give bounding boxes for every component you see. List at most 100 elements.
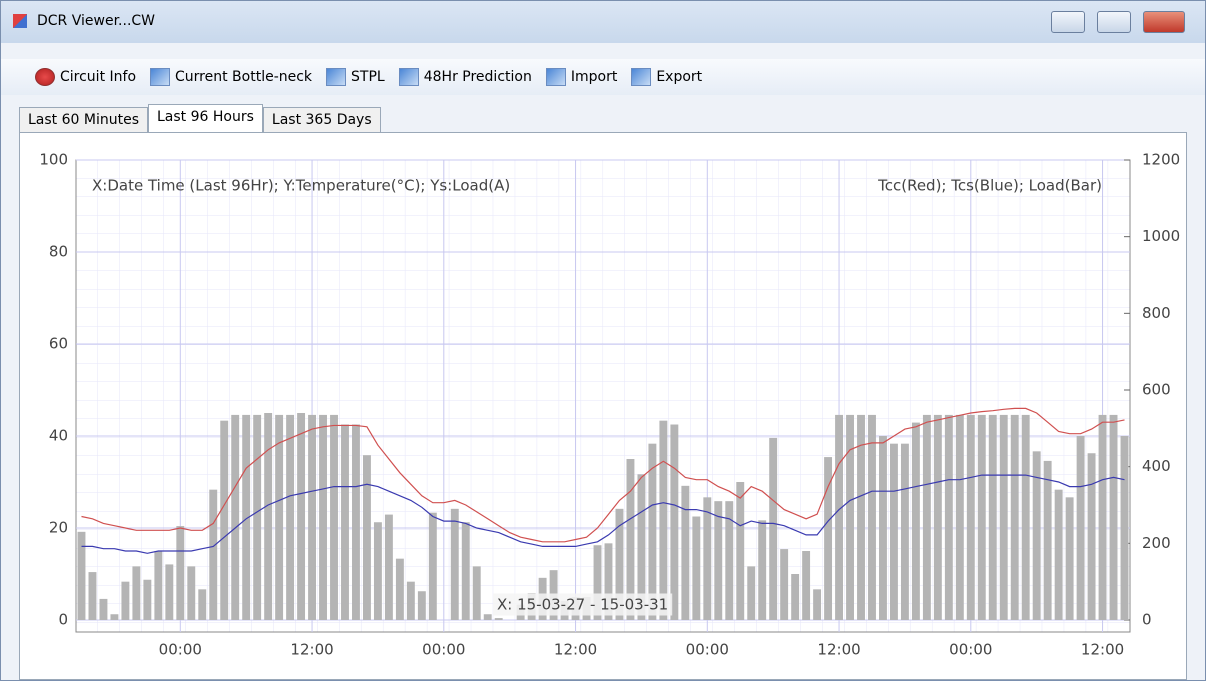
bar [1120,436,1129,620]
bar [736,482,745,620]
minimize-button[interactable] [1051,11,1085,33]
x-tick-label: 00:00 [422,641,465,659]
toolbar-button[interactable]: Import [545,68,617,86]
bar [198,589,207,620]
bar [879,436,887,620]
bar [692,516,701,620]
bar [1098,414,1107,620]
bar [714,501,723,620]
bar [165,564,174,620]
bar [615,508,624,620]
toolbar-label: Current Bottle-neck [175,69,313,85]
close-button[interactable] [1143,11,1185,33]
y-tick-label: 60 [49,335,68,353]
bar [110,614,119,620]
bar [911,422,920,620]
bar [1021,414,1030,620]
bar [966,414,975,620]
bar [659,420,668,620]
tab[interactable]: Last 365 Days [262,107,381,132]
bar [428,512,437,620]
bar [275,414,284,620]
bar [373,522,382,620]
y2-tick-label: 200 [1142,534,1171,552]
bar [868,414,876,620]
toolbar-button[interactable]: Circuit Info [35,68,136,86]
bar [384,514,393,620]
toolbar-button[interactable]: Export [631,68,702,86]
x-tick-label: 12:00 [554,641,597,659]
bar [637,474,646,620]
maximize-button[interactable] [1097,11,1131,33]
bar [264,413,273,620]
bar [1032,451,1041,620]
window-title: DCR Viewer...CW [37,13,156,29]
bar [791,574,800,620]
bar [1054,489,1063,620]
y-tick-label: 80 [49,243,68,261]
bar [1109,414,1118,620]
toolbar-label: Export [656,69,703,85]
toolbar-icon [398,68,419,86]
bar [1010,414,1019,620]
tooltip-box [493,593,673,616]
bar [297,413,306,620]
y-tick-label: 0 [58,611,68,629]
toolbar-icon [35,68,55,86]
bar [824,457,833,620]
bar [253,414,262,620]
tab[interactable]: Last 96 Hours [148,104,263,132]
bar [176,526,185,620]
bar [889,443,898,620]
x-tick-label: 12:00 [290,641,333,659]
annotation: Tcc(Red); Tcs(Blue); Load(Bar) [877,177,1102,195]
toolbar-button[interactable]: STPL [326,68,385,86]
bar [670,424,679,620]
bar [417,591,426,620]
bar [900,443,909,620]
toolbar-icon [631,68,652,86]
bar [857,414,865,620]
toolbar-button[interactable]: Current Bottle-neck [150,68,312,86]
bar [319,414,327,620]
bar [846,414,854,620]
toolbar-label: STPL [351,69,385,85]
y-tick-label: 20 [49,519,68,537]
x-tick-label: 12:00 [817,641,860,659]
bar [802,551,811,620]
bar [242,414,251,620]
bar [395,558,404,620]
tab-strip: Last 60 Minutes Last 96 Hours Last 365 Day… [19,104,381,132]
bar [143,579,152,620]
bar [362,455,371,620]
bar [1076,436,1085,620]
annotation: X:Date Time (Last 96Hr); Y:Temperature(°… [92,177,510,195]
bar [922,414,931,620]
bar [769,437,778,620]
toolbar-button[interactable]: 48Hr Prediction [398,68,532,86]
toolbar: Circuit Info Current Bottle-neck STPL 48Hr … [1,59,1205,95]
bar [1087,453,1096,620]
bar [944,414,953,620]
bar [1043,460,1052,620]
y2-tick-label: 1000 [1142,227,1180,245]
x-tick-label: 00:00 [686,641,729,659]
line [81,407,1125,543]
bar [494,618,503,620]
bar [330,414,338,620]
bar [725,501,734,620]
bar [604,543,613,620]
bar [648,443,657,620]
bar [703,497,712,620]
bar [955,414,964,620]
bar [77,531,86,620]
bar [626,459,635,620]
tooltip: X: 15-03-27 - 15-03-31 [497,596,668,614]
bar [988,414,997,620]
toolbar-label: 48Hr Prediction [423,69,532,85]
tab[interactable]: Last 60 Minutes [19,107,148,132]
bar [780,549,789,620]
x-tick-label: 00:00 [159,641,202,659]
bar [747,566,756,620]
